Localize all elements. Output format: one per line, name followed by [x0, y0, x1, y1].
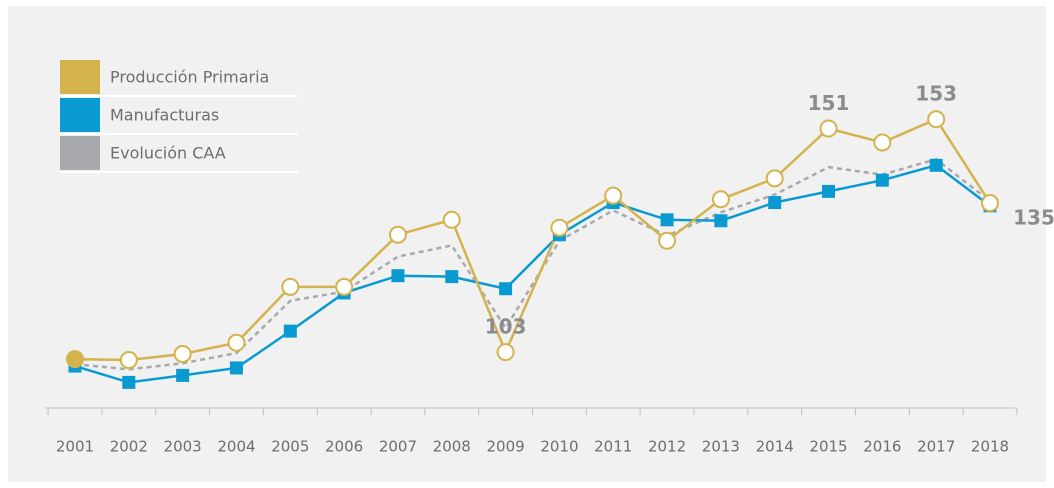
point-marker: [873, 133, 892, 152]
data-label: 151: [808, 91, 850, 115]
point-marker: [711, 190, 730, 209]
point-marker: [496, 343, 515, 362]
x-tick-label: 2017: [917, 438, 955, 456]
x-tick-label: 2008: [433, 438, 471, 456]
x-tick-label: 2005: [271, 438, 309, 456]
x-tick-label: 2016: [863, 438, 901, 456]
point-marker: [283, 324, 297, 338]
point-marker: [229, 361, 243, 375]
data-label: 135: [1013, 206, 1054, 230]
x-tick-label: 2013: [702, 438, 740, 456]
x-tick-label: 2010: [540, 438, 578, 456]
legend-swatch: [60, 98, 100, 132]
point-marker: [66, 350, 84, 369]
point-marker: [227, 333, 246, 352]
x-tick-label: 2001: [56, 438, 94, 456]
x-tick-label: 2009: [486, 438, 524, 456]
point-marker: [927, 110, 946, 129]
x-tick-label: 2004: [217, 438, 255, 456]
series-line: [74, 157, 991, 371]
point-marker: [119, 351, 138, 370]
x-tick-label: 2007: [379, 438, 417, 456]
point-marker: [176, 368, 190, 382]
point-marker: [173, 344, 192, 363]
series-line: [74, 163, 991, 384]
legend-label: Evolución CAA: [110, 144, 226, 163]
point-marker: [822, 184, 836, 198]
x-tick-label: 2014: [756, 438, 794, 456]
x-tick-label: 2003: [164, 438, 202, 456]
point-marker: [714, 214, 728, 228]
point-marker: [981, 194, 999, 213]
legend-swatch: [60, 60, 100, 94]
data-label: 103: [485, 315, 527, 339]
legend-label: Producción Primaria: [110, 68, 269, 87]
x-tick-label: 2018: [971, 438, 1009, 456]
point-marker: [122, 375, 136, 389]
point-marker: [875, 173, 889, 187]
legend-label: Manufacturas: [110, 106, 219, 125]
point-marker: [660, 213, 674, 227]
legend-swatch: [60, 136, 100, 170]
point-marker: [604, 186, 623, 205]
point-marker: [391, 269, 405, 283]
point-marker: [442, 210, 461, 229]
x-tick-label: 2011: [594, 438, 632, 456]
point-marker: [819, 119, 838, 138]
point-marker: [929, 158, 943, 172]
point-marker: [445, 270, 459, 284]
point-marker: [281, 277, 300, 296]
series-line: [74, 117, 992, 362]
point-marker: [550, 218, 569, 237]
x-tick-label: 2006: [325, 438, 363, 456]
point-marker: [765, 169, 784, 188]
point-marker: [658, 231, 677, 250]
point-marker: [335, 277, 354, 296]
point-marker: [768, 196, 782, 210]
plot-background: [8, 6, 1046, 482]
x-tick-label: 2012: [648, 438, 686, 456]
data-label: 153: [915, 82, 957, 106]
x-tick-label: 2015: [809, 438, 847, 456]
point-marker: [388, 225, 407, 244]
point-marker: [499, 282, 513, 296]
x-tick-label: 2002: [110, 438, 148, 456]
